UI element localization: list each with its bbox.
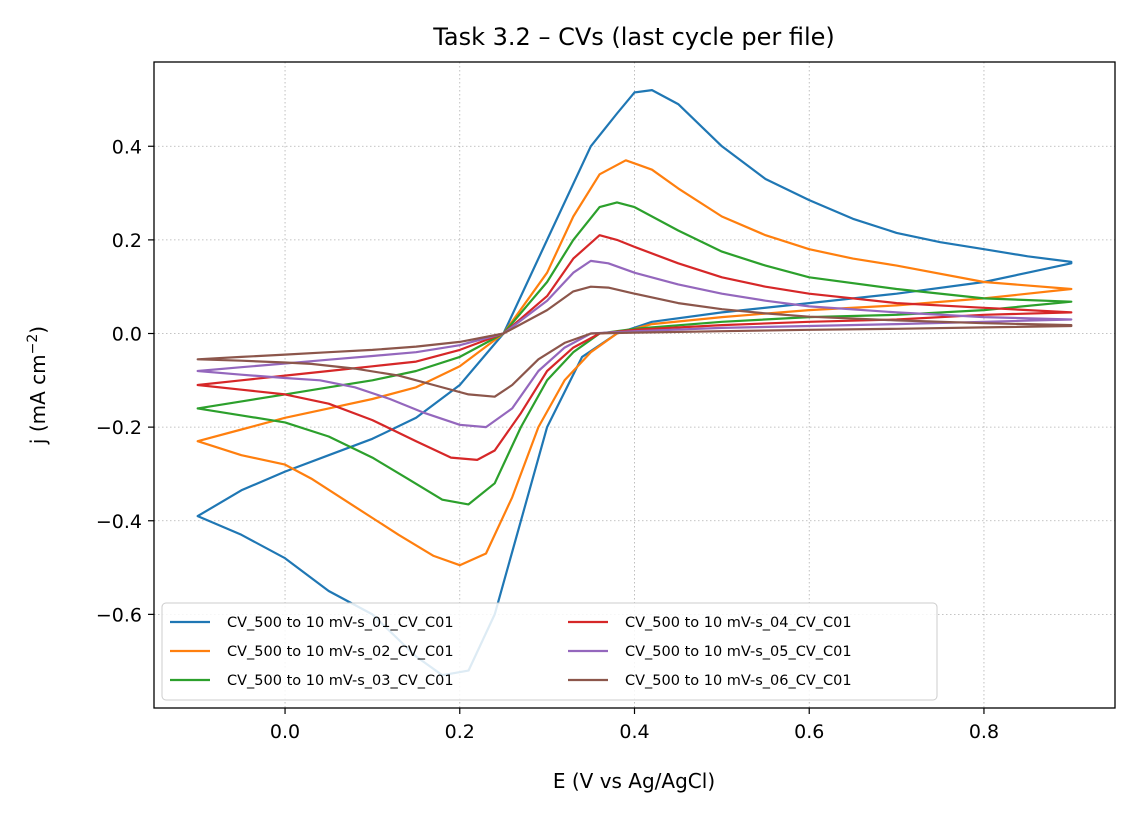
y-axis-label: j (mA cm−2) xyxy=(25,326,50,445)
series-line-3 xyxy=(196,201,1073,506)
x-tick-label: 0.2 xyxy=(445,721,475,743)
legend-label: CV_500 to 10 mV-s_06_CV_C01 xyxy=(625,673,852,689)
y-tick-label: −0.2 xyxy=(96,417,142,439)
legend-label: CV_500 to 10 mV-s_03_CV_C01 xyxy=(227,673,454,689)
x-axis-ticks: 0.0 0.2 0.4 0.6 0.8 xyxy=(270,708,999,743)
series-line-6 xyxy=(196,285,1073,398)
legend-label: CV_500 to 10 mV-s_02_CV_C01 xyxy=(227,644,454,660)
x-tick-label: 0.8 xyxy=(969,721,999,743)
series-line-2 xyxy=(196,159,1073,567)
series-line-4 xyxy=(196,234,1073,461)
y-tick-label: 0.2 xyxy=(112,230,142,252)
legend-label: CV_500 to 10 mV-s_04_CV_C01 xyxy=(625,615,852,631)
legend-label: CV_500 to 10 mV-s_05_CV_C01 xyxy=(625,644,852,660)
y-tick-label: −0.6 xyxy=(96,604,142,626)
x-tick-label: 0.4 xyxy=(619,721,649,743)
y-axis-label-main: j (mA cm xyxy=(26,354,50,445)
x-tick-label: 0.6 xyxy=(794,721,824,743)
chart-title: Task 3.2 – CVs (last cycle per file) xyxy=(432,23,835,51)
legend: CV_500 to 10 mV-s_01_CV_C01 CV_500 to 10 … xyxy=(161,602,938,701)
y-axis-ticks: −0.6 −0.4 −0.2 0.0 0.2 0.4 xyxy=(96,136,154,626)
y-axis-label-close: ) xyxy=(26,326,50,334)
y-tick-label: 0.4 xyxy=(112,136,142,158)
legend-box xyxy=(161,602,938,701)
series-line-5 xyxy=(196,259,1073,429)
legend-label: CV_500 to 10 mV-s_01_CV_C01 xyxy=(227,615,454,631)
y-tick-label: −0.4 xyxy=(96,511,142,533)
y-axis-label-superscript: −2 xyxy=(25,334,41,355)
x-axis-label: E (V vs Ag/AgCl) xyxy=(553,769,715,793)
y-tick-label: 0.0 xyxy=(112,324,142,346)
x-tick-label: 0.0 xyxy=(270,721,300,743)
